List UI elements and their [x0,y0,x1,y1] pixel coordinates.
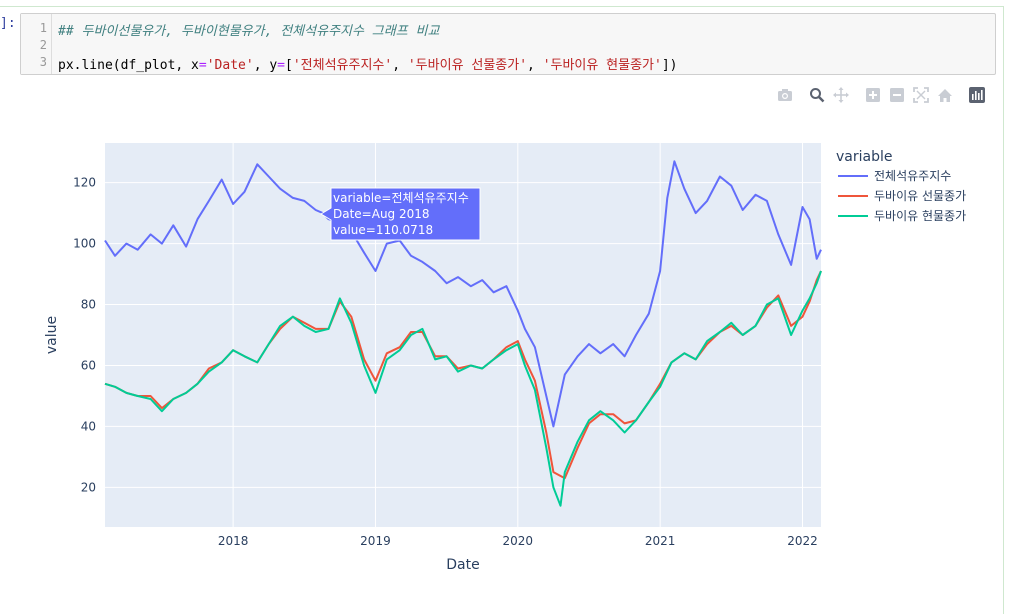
cell-border [0,6,1004,7]
hover-text: value=110.0718 [333,223,433,237]
line-number: 3 [39,55,47,69]
code-string: 'Date' [206,58,254,73]
legend-entry: 전체석유주지수 [874,169,951,183]
code-cell[interactable]: 1 2 3 ## 두바이선물유가, 두바이현물유가, 전체석유주지수 그래프 비… [20,13,996,75]
series-line-3 [104,270,822,507]
line-number-gutter: 1 2 3 [21,14,52,74]
code-text: , [392,58,408,73]
axis-ticks: 20 40 60 80 100 120 2018 2019 2020 2021 2022 [73,176,818,548]
y-tick-label: 20 [81,480,96,494]
line-number: 2 [39,38,47,52]
zoom-in-icon[interactable] [864,86,882,104]
camera-icon[interactable] [776,86,794,104]
code-statement-line: px.line(df_plot, x='Date', y=['전체석유주지수',… [58,54,678,73]
code-text: , [527,58,543,73]
cell-border-right [1003,6,1004,614]
home-icon[interactable] [936,86,954,104]
code-operator: = [198,58,207,73]
y-tick-label: 60 [81,358,96,372]
legend-title: variable [836,149,892,165]
legend-entry: 두바이유 현물종가 [874,209,966,223]
hover-text: variable=전체석유주지수 [333,191,469,205]
pan-icon[interactable] [832,86,850,104]
zoom-out-icon[interactable] [888,86,906,104]
code-text: ]) [661,58,678,73]
zoom-icon[interactable] [808,86,826,104]
x-tick-label: 2020 [503,534,534,548]
code-string: '전체석유주지수' [292,58,393,73]
y-tick-label: 40 [81,419,96,433]
code-text: , y [253,58,278,73]
hover-box [320,187,481,241]
plotly-logo-icon[interactable] [968,86,986,104]
hover-tooltip: variable=전체석유주지수 Date=Aug 2018 value=110.0… [320,187,481,241]
y-tick-label: 120 [73,176,96,190]
plotly-modebar [776,86,992,104]
code-text: [ [285,58,293,73]
line-number: 1 [39,21,47,35]
y-axis-title: value [44,316,60,354]
code-operator: = [277,58,285,73]
cell-prompt: ]: [0,16,16,31]
x-tick-label: 2018 [218,534,249,548]
series-lines [104,160,822,507]
y-tick-label: 80 [81,298,96,312]
x-tick-label: 2021 [645,534,676,548]
code-comment-line: ## 두바이선물유가, 두바이현물유가, 전체석유주지수 그래프 비교 [58,24,440,39]
series-line-1 [104,160,822,428]
x-tick-label: 2019 [360,534,391,548]
legend-entry: 두바이유 선물종가 [874,189,966,203]
hover-text: Date=Aug 2018 [333,207,430,221]
code-text: px.line(df_plot, x [58,58,199,73]
autoscale-icon[interactable] [912,86,930,104]
x-tick-label: 2022 [787,534,818,548]
y-tick-label: 100 [73,237,96,251]
code-string: '두바이유 선물종가' [407,58,528,73]
x-axis-title: Date [446,557,479,573]
code-string: '두바이유 현물종가' [542,58,662,73]
